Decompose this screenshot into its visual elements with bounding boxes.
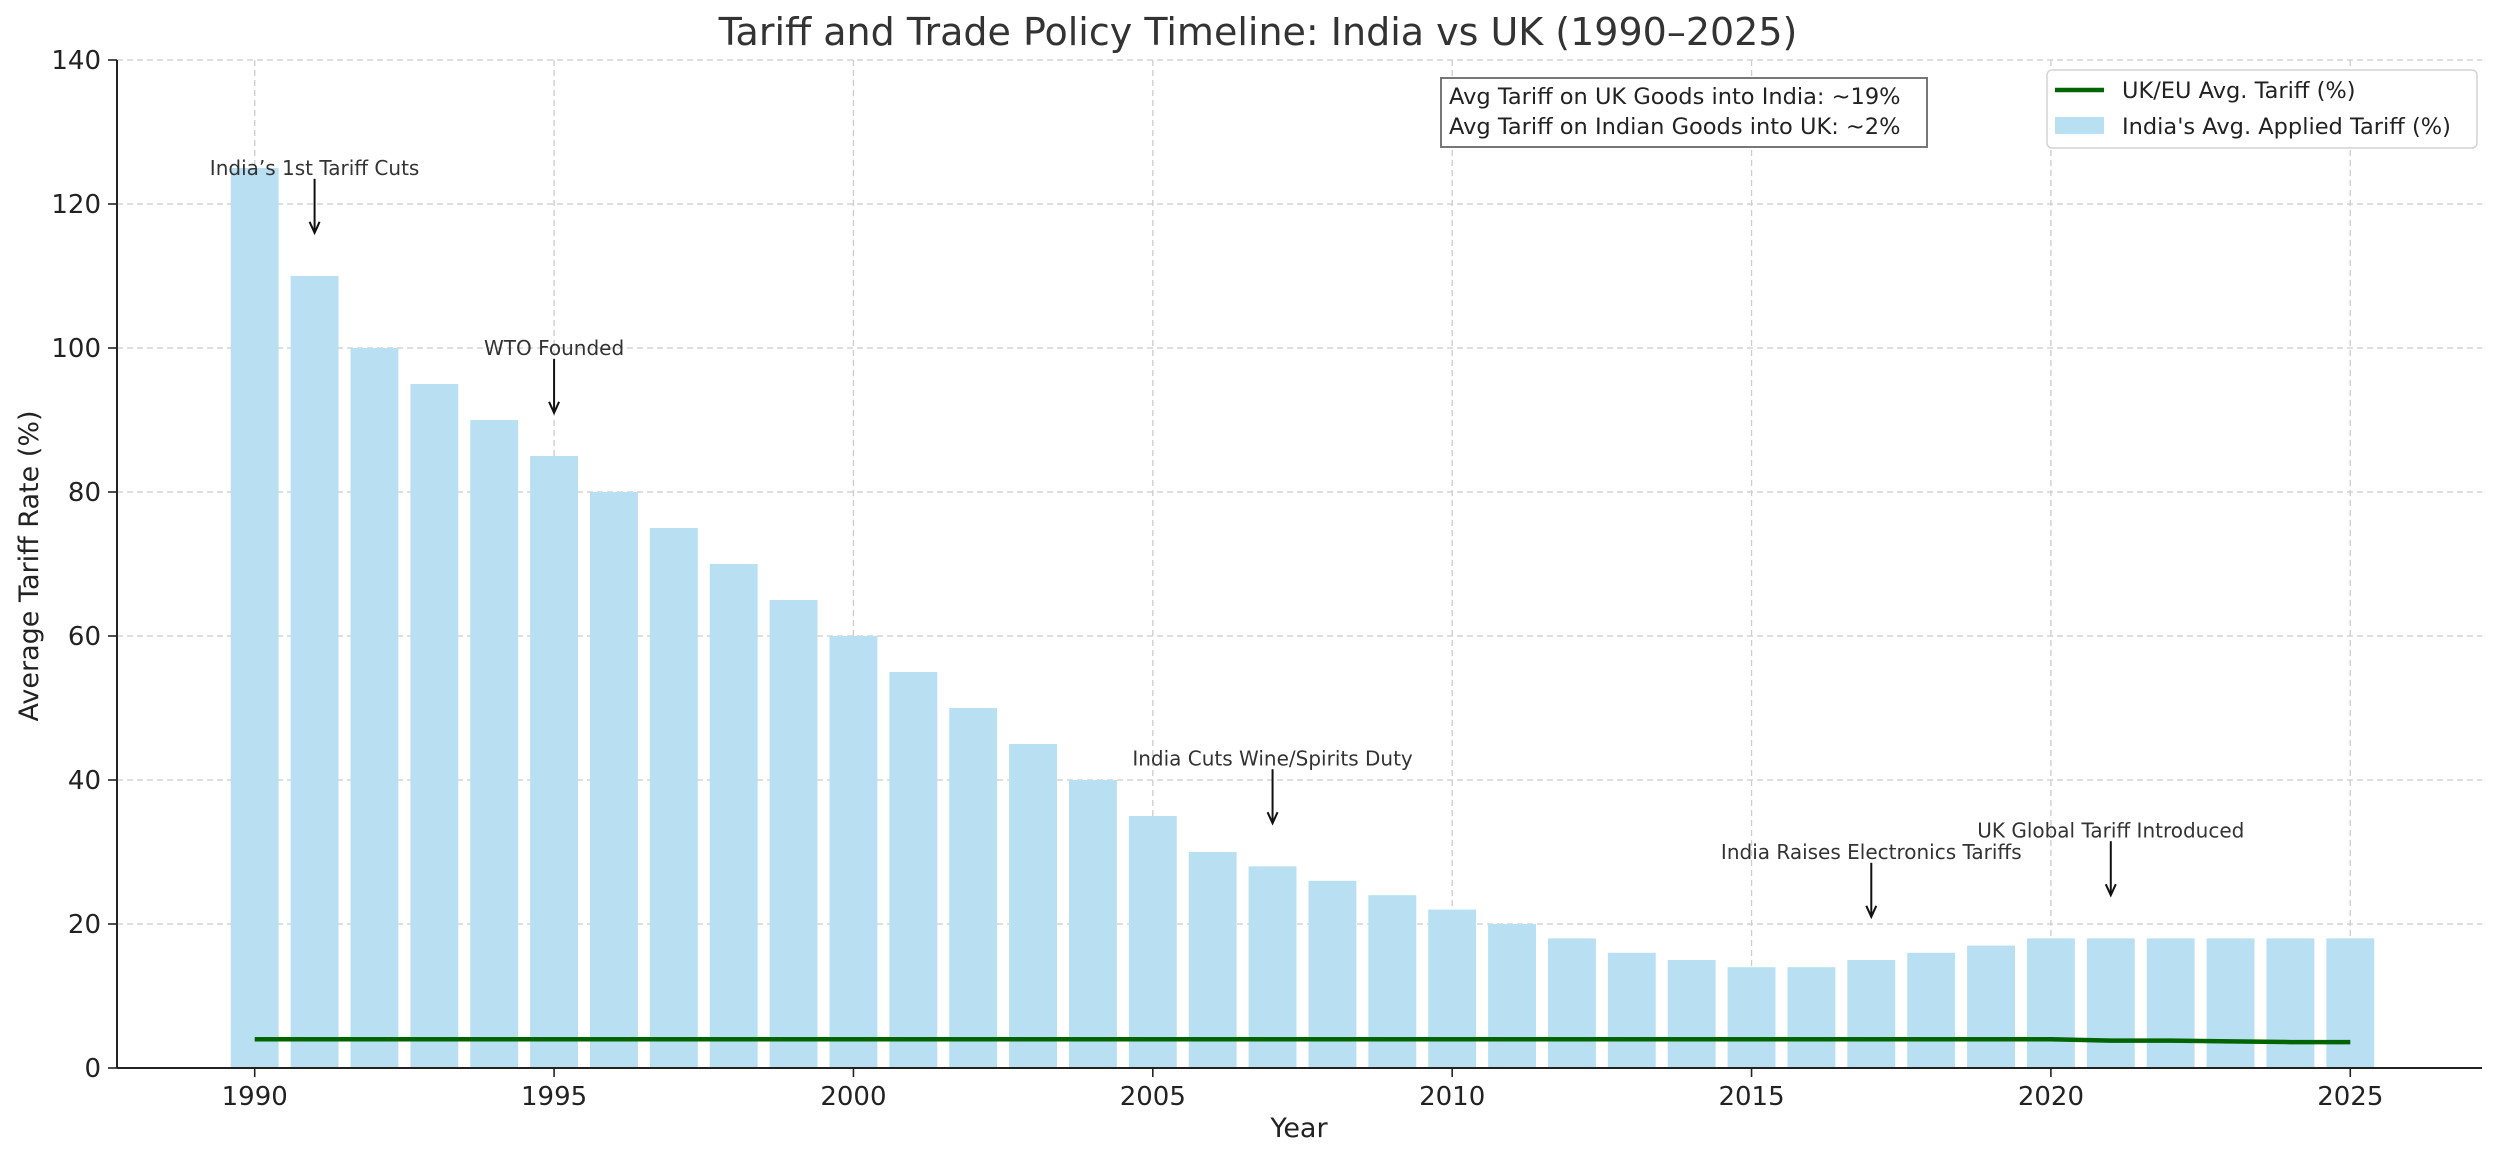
y-tick-label: 0 [84, 1054, 101, 1084]
bar [649, 528, 698, 1068]
bar [2086, 938, 2135, 1068]
bar [230, 168, 279, 1068]
bar-series [230, 168, 2375, 1068]
annotation-arrowhead [548, 401, 560, 416]
annotation-text: India Cuts Wine/Spirits Duty [1132, 746, 1413, 770]
bar [1667, 960, 1716, 1068]
bar [1847, 960, 1896, 1068]
bar [1128, 816, 1177, 1068]
y-tick-label: 60 [68, 622, 101, 652]
bar [290, 276, 339, 1068]
bar [1727, 967, 1776, 1068]
x-tick-label: 2005 [1120, 1082, 1186, 1112]
x-tick-label: 2010 [1419, 1082, 1485, 1112]
annotation-arrowhead [2104, 883, 2117, 898]
bar [2266, 938, 2315, 1068]
annotation-arrowhead [308, 221, 321, 236]
bar [530, 456, 579, 1068]
annotations: India’s 1st Tariff Cuts WTO Founded India … [210, 156, 2244, 920]
annotation-arrowhead [1865, 905, 1878, 920]
bar [2026, 938, 2075, 1068]
legend: UK/EU Avg. Tariff (%) India's Avg. Applie… [2046, 69, 2478, 149]
y-tick-label: 100 [51, 334, 101, 364]
info-box-line: Avg Tariff on Indian Goods into UK: ~2% [1449, 114, 1900, 140]
x-tick-label: 2025 [2317, 1082, 2383, 1112]
y-tick-label: 120 [51, 190, 101, 220]
info-box: Avg Tariff on UK Goods into India: ~19% A… [1440, 77, 1928, 148]
bar [709, 564, 758, 1068]
info-box-frame [1440, 77, 1928, 148]
y-axis-label: Average Tariff Rate (%) [14, 410, 45, 721]
axes: 0 20 40 60 80 100 120 140 1990 1995 2000 2005 2010 20… [51, 46, 2482, 1112]
bar [769, 600, 818, 1068]
legend-frame [2046, 69, 2478, 149]
bar [1009, 744, 1058, 1068]
annotation-arrowhead [1266, 811, 1279, 826]
bar [2146, 938, 2195, 1068]
y-tick-label: 80 [68, 478, 101, 508]
bar [829, 636, 878, 1068]
bar [1547, 938, 1596, 1068]
annotation-text: UK Global Tariff Introduced [1977, 818, 2244, 842]
bar [410, 384, 459, 1068]
bar [949, 708, 998, 1068]
annotation-text: India’s 1st Tariff Cuts [210, 156, 420, 180]
bar [889, 672, 938, 1068]
y-tick-label: 140 [51, 46, 101, 76]
x-tick-label: 1990 [222, 1082, 288, 1112]
annotation-text: WTO Founded [484, 336, 624, 360]
bar [1308, 880, 1357, 1068]
annotation-text: India Raises Electronics Tariffs [1721, 840, 2022, 864]
bar [350, 348, 399, 1068]
bar [1607, 952, 1656, 1068]
y-tick-label: 20 [68, 910, 101, 940]
line-series [254, 1036, 2351, 1045]
legend-bar-swatch [2055, 117, 2104, 134]
info-box-line: Avg Tariff on UK Goods into India: ~19% [1449, 84, 1901, 110]
bar [1967, 945, 2015, 1068]
bar [1428, 909, 1477, 1068]
bar [1068, 780, 1117, 1068]
bar [470, 420, 519, 1068]
bar [1248, 866, 1297, 1068]
chart-title: Tariff and Trade Policy Timeline: India … [718, 10, 1798, 54]
x-axis-label: Year [1269, 1113, 1328, 1144]
x-tick-label: 2015 [1718, 1082, 1784, 1112]
legend-line-label: UK/EU Avg. Tariff (%) [2122, 78, 2356, 104]
bar [1488, 924, 1536, 1068]
bar [2326, 938, 2375, 1068]
x-tick-label: 2020 [2018, 1082, 2084, 1112]
bar [1368, 895, 1417, 1068]
bar [590, 492, 638, 1068]
uk-tariff-line [254, 1036, 2351, 1045]
legend-bar-label: India's Avg. Applied Tariff (%) [2122, 114, 2451, 140]
y-tick-label: 40 [68, 766, 101, 796]
bar [2206, 938, 2255, 1068]
bar [1907, 952, 1956, 1068]
x-tick-label: 2000 [820, 1082, 886, 1112]
bar [1188, 852, 1237, 1068]
bar [1787, 967, 1836, 1068]
x-tick-label: 1995 [521, 1082, 587, 1112]
